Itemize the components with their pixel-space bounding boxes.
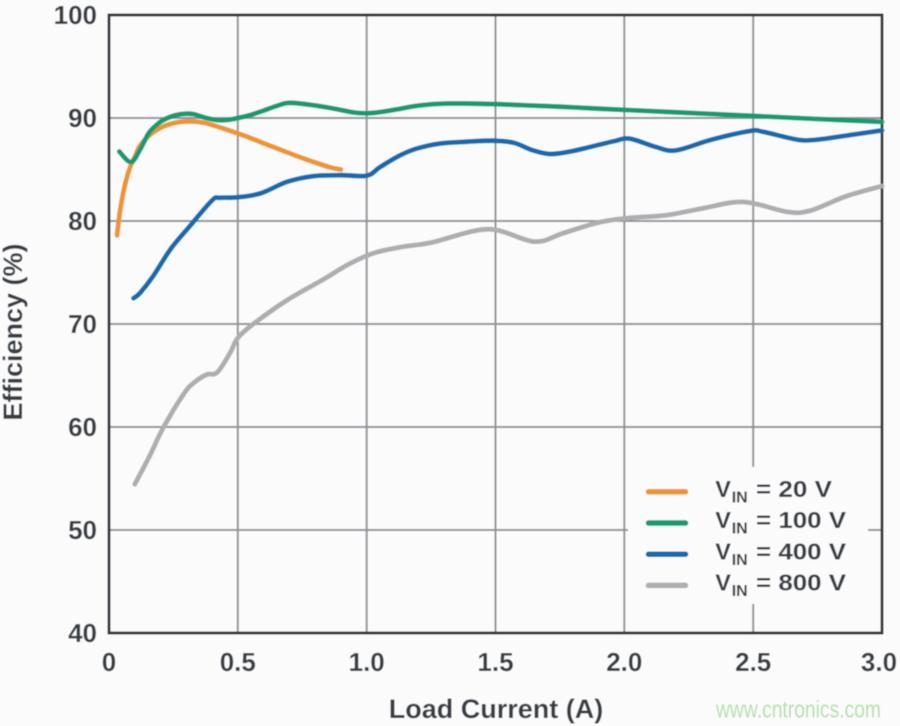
- svg-text:= 100 V: = 100 V: [756, 507, 846, 533]
- svg-text:100: 100: [54, 0, 97, 30]
- svg-text:= 20 V: = 20 V: [756, 476, 832, 502]
- svg-text:1.0: 1.0: [349, 647, 385, 677]
- svg-text:2.0: 2.0: [606, 647, 642, 677]
- svg-text:40: 40: [68, 618, 97, 648]
- svg-text:80: 80: [68, 206, 97, 236]
- svg-text:V: V: [715, 570, 731, 596]
- svg-text:2.5: 2.5: [735, 647, 771, 677]
- svg-text:70: 70: [68, 309, 97, 339]
- svg-text:IN: IN: [732, 489, 748, 506]
- svg-text:1.5: 1.5: [477, 647, 513, 677]
- svg-text:= 800 V: = 800 V: [756, 570, 846, 596]
- svg-text:www.cntronics.com: www.cntronics.com: [715, 697, 881, 724]
- svg-text:= 400 V: = 400 V: [756, 538, 846, 564]
- svg-text:V: V: [715, 507, 731, 533]
- svg-text:Efficiency (%): Efficiency (%): [0, 243, 28, 420]
- svg-text:IN: IN: [732, 583, 748, 600]
- svg-text:50: 50: [68, 515, 97, 545]
- svg-text:60: 60: [68, 412, 97, 442]
- svg-text:V: V: [715, 538, 731, 564]
- svg-text:90: 90: [68, 103, 97, 133]
- svg-text:IN: IN: [732, 521, 748, 538]
- svg-text:IN: IN: [732, 552, 748, 569]
- svg-text:Load Current (A): Load Current (A): [389, 694, 603, 724]
- svg-text:0: 0: [102, 647, 116, 677]
- svg-text:3.0: 3.0: [861, 647, 897, 677]
- svg-text:0.5: 0.5: [220, 647, 256, 677]
- svg-text:V: V: [715, 476, 731, 502]
